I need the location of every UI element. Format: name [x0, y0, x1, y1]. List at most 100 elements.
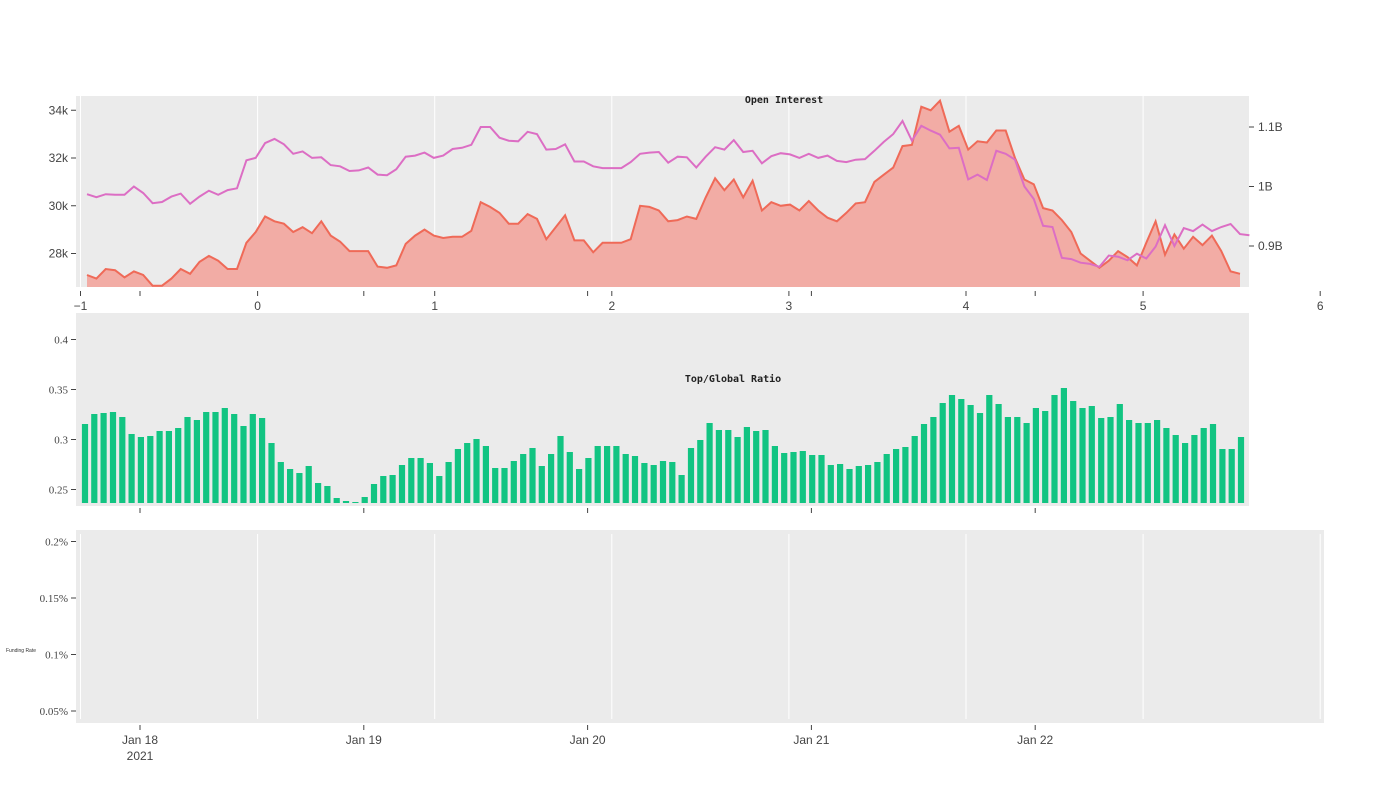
ratio-bars — [81, 388, 1245, 503]
ratio-bar — [1200, 428, 1207, 503]
open-interest-left-tick-label: 30k — [49, 199, 69, 213]
numeric-x-tick-label: 6 — [1317, 299, 1324, 313]
ratio-bar — [1014, 417, 1021, 503]
ratio-bar — [631, 456, 639, 503]
ratio-bar — [781, 453, 788, 503]
open-interest-left-tick-label: 28k — [49, 247, 69, 261]
date-year-label: 2021 — [127, 749, 154, 763]
date-tick-label: Jan 19 — [346, 733, 382, 747]
numeric-x-tick-label: 0 — [254, 299, 261, 313]
ratio-bar — [240, 426, 247, 503]
ratio-bar — [613, 446, 620, 503]
ratio-bar — [1023, 423, 1030, 503]
ratio-bar — [203, 412, 210, 503]
ratio-bar — [548, 454, 555, 503]
ratio-bar — [482, 446, 489, 503]
ratio-bar — [454, 449, 461, 503]
ratio-bar — [920, 424, 928, 503]
ratio-bar — [725, 430, 732, 503]
ratio-bar — [911, 436, 918, 503]
ratio-bar — [874, 462, 881, 503]
funding-ylabel: Funding Rate — [6, 648, 36, 654]
open-interest-numeric-x-axis: −1 0 1 2 3 4 5 6 — [74, 291, 1324, 313]
ratio-bar — [249, 414, 256, 503]
numeric-x-tick-label: 3 — [786, 299, 793, 313]
ratio-bar — [855, 466, 862, 503]
ratio-bar — [1060, 388, 1067, 503]
date-x-axis: Jan 18 Jan 19 Jan 20 Jan 21 Jan 22 — [122, 725, 1054, 747]
ratio-bar — [91, 414, 98, 503]
ratio-tick-label: 0.3 — [54, 435, 68, 447]
open-interest-left-tick-label: 32k — [49, 151, 69, 165]
ratio-bar — [976, 413, 984, 503]
ratio-bar — [296, 473, 303, 503]
ratio-bar — [967, 405, 974, 503]
ratio-bar — [529, 448, 536, 503]
numeric-x-tick-label: 5 — [1140, 299, 1147, 313]
ratio-bar — [231, 414, 238, 503]
ratio-bar — [986, 395, 993, 503]
funding-y-axis: 0.05% 0.1% 0.15% 0.2% — [40, 537, 76, 718]
funding-gridlines — [80, 534, 1321, 719]
ratio-bar — [799, 451, 806, 503]
ratio-bar — [259, 418, 266, 503]
ratio-bar — [389, 475, 396, 503]
numeric-x-tick-label: −1 — [74, 299, 88, 313]
funding-tick-label: 0.05% — [40, 706, 68, 718]
ratio-panel: Top/Global Ratio 0.25 0.3 0.35 0.4 — [49, 313, 1249, 513]
ratio-bar — [1228, 449, 1235, 503]
ratio-bar — [408, 458, 415, 503]
ratio-bar — [1237, 437, 1245, 503]
ratio-bar — [501, 468, 508, 503]
ratio-bar — [697, 440, 704, 503]
ratio-bar — [734, 437, 741, 503]
funding-tick-label: 0.15% — [40, 593, 68, 605]
ratio-bar — [100, 413, 107, 503]
open-interest-title: Open Interest — [745, 95, 823, 106]
ratio-tick-label: 0.25 — [49, 485, 69, 497]
ratio-bar — [585, 458, 592, 503]
ratio-bar — [128, 434, 135, 503]
numeric-x-tick-label: 4 — [963, 299, 970, 313]
ratio-tick-label: 0.4 — [54, 335, 68, 347]
open-interest-left-tick-label: 34k — [49, 103, 69, 117]
ratio-bar — [865, 465, 872, 503]
ratio-bar — [333, 498, 340, 503]
ratio-bar — [883, 454, 890, 503]
ratio-bar — [287, 469, 294, 503]
ratio-bar — [743, 427, 750, 503]
ratio-tick-label: 0.35 — [49, 385, 69, 397]
ratio-bar — [1004, 417, 1011, 503]
ratio-bar — [1135, 423, 1142, 503]
ratio-bar — [510, 461, 517, 503]
ratio-bar — [762, 430, 769, 503]
ratio-bar — [193, 420, 200, 503]
ratio-x-ticks — [139, 508, 1036, 513]
ratio-bar — [324, 486, 331, 503]
ratio-bar — [464, 443, 471, 503]
ratio-bar — [277, 462, 284, 503]
ratio-bar — [492, 468, 499, 503]
numeric-x-tick-label: 2 — [608, 299, 615, 313]
ratio-bar — [706, 423, 713, 503]
ratio-bar — [221, 408, 228, 503]
funding-tick-label: 0.2% — [45, 537, 68, 549]
ratio-bar — [995, 404, 1002, 503]
ratio-bar — [1116, 404, 1123, 503]
ratio-bar — [417, 458, 424, 503]
ratio-bar — [1126, 420, 1133, 503]
ratio-bar — [678, 475, 685, 503]
funding-tick-label: 0.1% — [45, 650, 68, 662]
funding-plot-bg — [76, 530, 1324, 723]
ratio-bar — [669, 462, 676, 503]
ratio-bar — [1144, 423, 1151, 503]
ratio-bar — [147, 436, 154, 503]
date-tick-label: Jan 22 — [1017, 733, 1053, 747]
ratio-bar — [426, 463, 433, 503]
ratio-bar — [1042, 411, 1049, 503]
ratio-bar — [1098, 418, 1105, 503]
ratio-bar — [622, 454, 629, 503]
ratio-bar — [939, 403, 946, 503]
ratio-bar — [604, 446, 611, 503]
ratio-bar — [641, 463, 648, 503]
